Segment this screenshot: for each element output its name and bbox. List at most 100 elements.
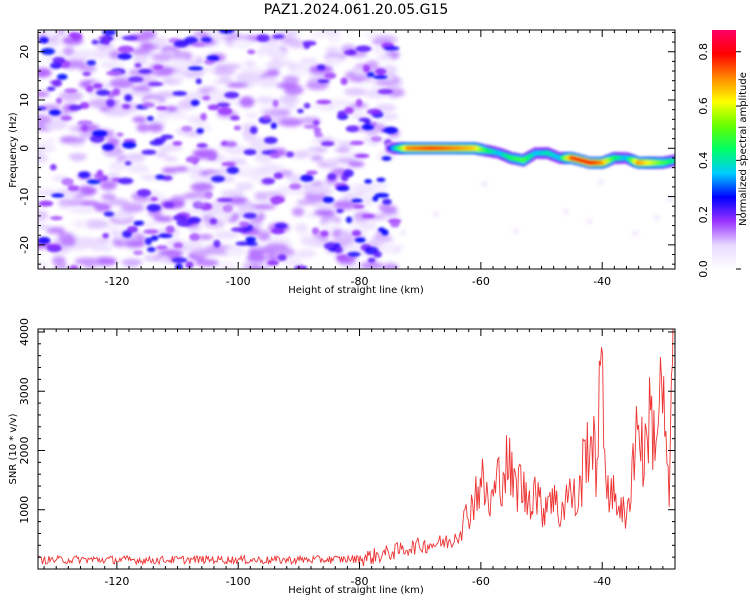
noise-blob (366, 108, 382, 115)
noise-blob (212, 67, 236, 76)
noise-blob (82, 71, 91, 77)
noise-blob (132, 250, 144, 256)
noise-blob (148, 190, 162, 200)
noise-blob (264, 242, 289, 252)
noise-blob (91, 39, 99, 45)
noise-blob (299, 58, 319, 64)
noise-blob (189, 174, 207, 181)
noise-blob (172, 140, 183, 146)
noise-blob (303, 102, 311, 109)
noise-blob (171, 71, 185, 81)
noise-blob (320, 141, 335, 147)
noise-blob (374, 103, 397, 112)
snr-x-tick-label: -80 (351, 575, 369, 588)
noise-blob (144, 237, 153, 246)
noise-blob (262, 114, 271, 120)
noise-blob (632, 231, 639, 236)
noise-blob (211, 175, 225, 183)
noise-blob (134, 63, 142, 68)
noise-blob (50, 216, 63, 221)
noise-blob (375, 79, 399, 86)
noise-blob (254, 152, 273, 163)
noise-blob (376, 54, 392, 61)
noise-blob (89, 134, 105, 143)
noise-blob (311, 227, 320, 235)
noise-blob (328, 247, 337, 252)
noise-blob (92, 256, 117, 266)
noise-blob (214, 230, 240, 239)
noise-blob (351, 198, 363, 203)
noise-blob (57, 199, 81, 205)
noise-blob (66, 137, 86, 143)
noise-blob (230, 227, 246, 232)
noise-blob (207, 104, 220, 111)
noise-blob (164, 156, 178, 162)
noise-blob (340, 194, 361, 200)
noise-blob (272, 34, 285, 40)
noise-blob (378, 243, 399, 254)
noise-blob (291, 207, 305, 217)
noise-blob (512, 229, 519, 234)
noise-blob (52, 56, 66, 64)
noise-blob (200, 112, 207, 121)
noise-blob (324, 72, 337, 79)
noise-blob (349, 140, 365, 146)
noise-blob (225, 141, 237, 148)
noise-blob (374, 192, 390, 198)
noise-blob (149, 139, 164, 146)
noise-blob (46, 226, 65, 234)
noise-blob (366, 71, 375, 77)
noise-blob (196, 128, 204, 134)
noise-blob (103, 109, 130, 117)
noise-blob (283, 259, 303, 267)
colorbar-ticks: 0.0 0.2 0.4 0.6 0.8 (697, 43, 741, 278)
noise-blob (151, 52, 174, 62)
noise-blob (344, 107, 354, 115)
noise-blob (147, 81, 164, 87)
noise-blob (158, 144, 183, 152)
noise-blob (183, 91, 206, 103)
noise-blob (83, 219, 109, 229)
noise-blob (140, 174, 159, 181)
noise-blob (150, 36, 169, 46)
noise-blob (195, 78, 202, 85)
noise-blob (269, 152, 280, 159)
noise-blob (111, 210, 133, 221)
noise-blob (200, 36, 212, 43)
noise-blob (227, 196, 248, 205)
noise-blob (293, 66, 308, 77)
noise-blob (265, 60, 285, 70)
noise-blob (562, 209, 569, 214)
noise-blob (165, 225, 175, 234)
noise-blob (124, 161, 132, 166)
noise-blob (317, 79, 330, 84)
noise-blob (272, 99, 279, 108)
noise-blob (90, 245, 114, 252)
spectrogram-x-tick-label: -60 (472, 275, 490, 288)
noise-blob (44, 30, 59, 38)
noise-blob (275, 82, 299, 89)
noise-blob (38, 261, 48, 269)
noise-blob (106, 70, 122, 76)
noise-blob (70, 32, 83, 41)
noise-blob (203, 66, 217, 73)
noise-blob (327, 35, 342, 44)
noise-blob (184, 207, 201, 214)
noise-blob (289, 183, 302, 190)
noise-blob (245, 236, 257, 243)
noise-blob (189, 233, 201, 241)
noise-blob (53, 263, 68, 269)
noise-blob (310, 32, 327, 39)
noise-blob (155, 151, 168, 159)
noise-blob (325, 220, 339, 231)
noise-blob (271, 227, 285, 235)
noise-blob (102, 30, 116, 36)
noise-blob (173, 39, 189, 48)
noise-blob (354, 237, 366, 243)
noise-blob (125, 153, 146, 162)
noise-blob (364, 118, 371, 125)
noise-blob (136, 220, 145, 226)
noise-blob (67, 185, 80, 192)
noise-blob (343, 169, 354, 178)
noise-blob (278, 117, 303, 127)
